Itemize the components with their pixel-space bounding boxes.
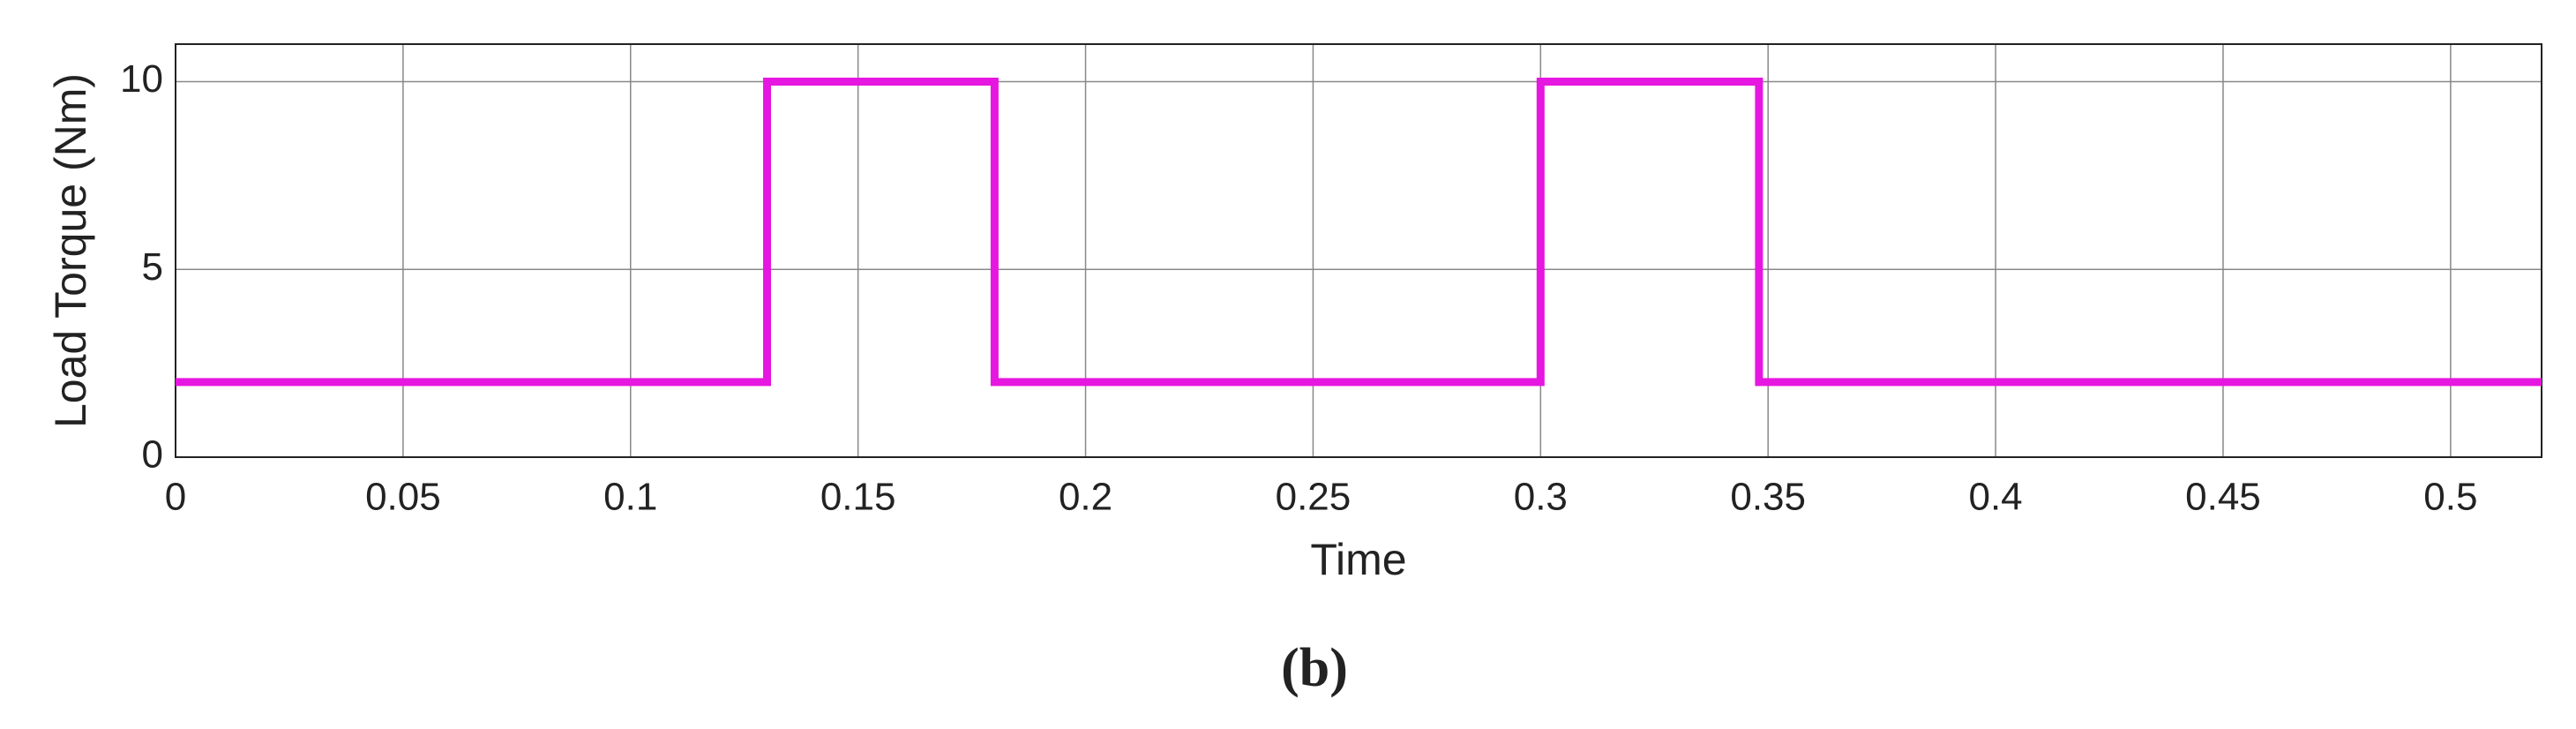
x-tick-label: 0.5 [2423, 476, 2477, 519]
y-tick-label: 0 [142, 433, 163, 477]
x-tick-label: 0.2 [1059, 476, 1112, 519]
x-tick-label: 0.05 [365, 476, 441, 519]
x-tick-label: 0.4 [1968, 476, 2022, 519]
plot-frame [175, 43, 2542, 458]
x-axis-label: Time [1310, 535, 1406, 584]
x-tick-label: 0.25 [1276, 476, 1352, 519]
x-tick-label: 0.45 [2185, 476, 2261, 519]
caption: (b) [1281, 638, 1348, 698]
x-tick-label: 0.3 [1514, 476, 1568, 519]
y-tick-label: 10 [120, 57, 163, 101]
x-tick-label: 0.15 [820, 476, 896, 519]
data-line [176, 78, 2542, 387]
x-tick-label: 0.35 [1730, 476, 1806, 519]
y-axis-label: Load Torque (Nm) [46, 73, 95, 428]
x-tick-label: 0 [165, 476, 186, 519]
y-tick-label: 5 [142, 245, 163, 289]
x-tick-label: 0.1 [603, 476, 657, 519]
